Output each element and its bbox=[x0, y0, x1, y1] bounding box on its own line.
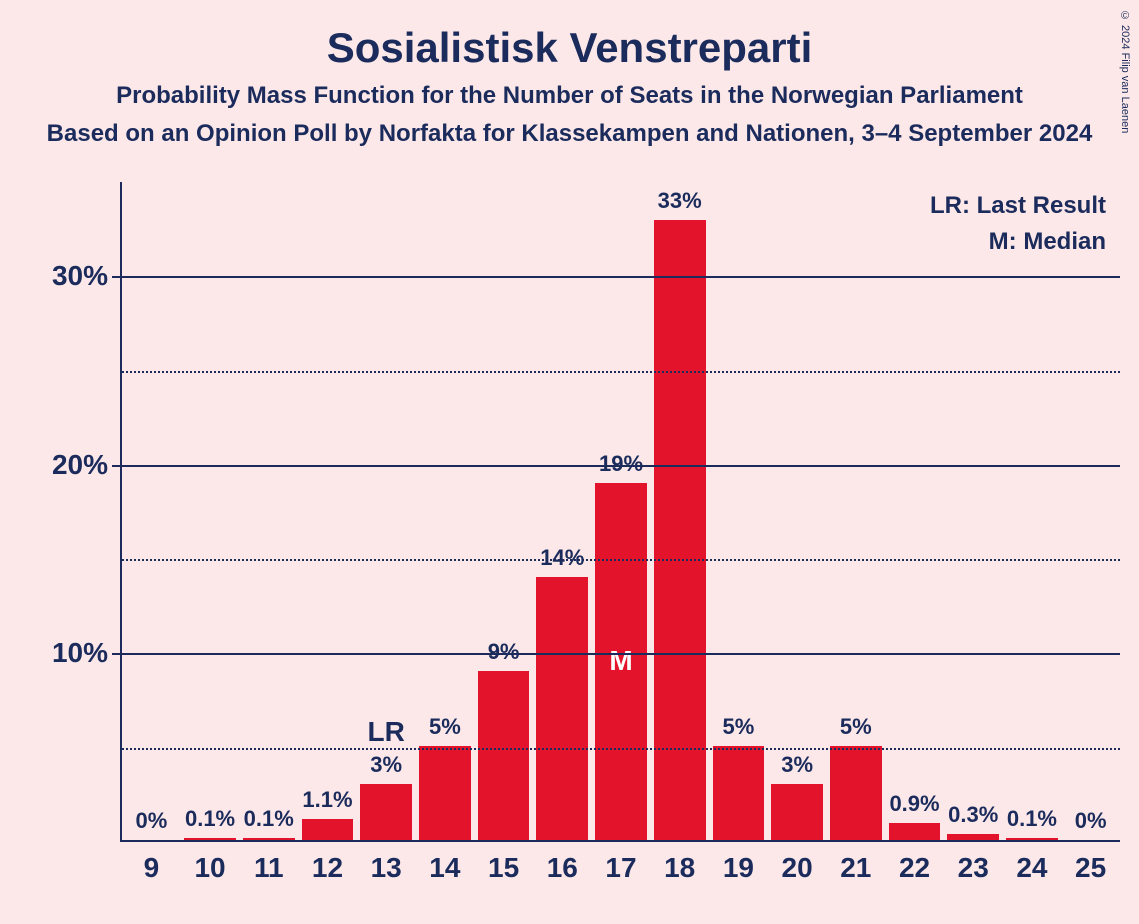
x-tick-label: 9 bbox=[122, 840, 181, 884]
x-tick-label: 20 bbox=[768, 840, 827, 884]
bar-slot: 3%LR13 bbox=[357, 182, 416, 840]
bar-value-label: 33% bbox=[650, 188, 709, 214]
bar-value-label: 0.1% bbox=[181, 806, 240, 832]
bar-value-label: 5% bbox=[709, 714, 768, 740]
bar-value-label: 0.9% bbox=[885, 791, 944, 817]
copyright-text: © 2024 Filip van Laenen bbox=[1119, 10, 1131, 133]
bar-value-label: 5% bbox=[416, 714, 475, 740]
bars-container: 0%90.1%100.1%111.1%123%LR135%149%1514%16… bbox=[122, 182, 1120, 840]
grid-minor bbox=[122, 559, 1120, 561]
bar bbox=[830, 746, 882, 840]
grid-minor bbox=[122, 748, 1120, 750]
bar-value-label: 3% bbox=[357, 752, 416, 778]
x-tick-label: 12 bbox=[298, 840, 357, 884]
x-tick-label: 17 bbox=[592, 840, 651, 884]
bar-slot: 5%14 bbox=[416, 182, 475, 840]
bar-value-label: 19% bbox=[592, 451, 651, 477]
grid-minor bbox=[122, 371, 1120, 373]
x-tick-label: 19 bbox=[709, 840, 768, 884]
x-tick-label: 23 bbox=[944, 840, 1003, 884]
bar-value-label: 0.1% bbox=[239, 806, 298, 832]
x-tick-label: 21 bbox=[826, 840, 885, 884]
bar-slot: 0%25 bbox=[1061, 182, 1120, 840]
bar bbox=[302, 819, 354, 840]
bar bbox=[536, 577, 588, 840]
grid-major bbox=[122, 465, 1120, 467]
x-tick-label: 15 bbox=[474, 840, 533, 884]
median-marker: M bbox=[595, 645, 647, 677]
chart-area: LR: Last Result M: Median 0%90.1%100.1%1… bbox=[120, 182, 1120, 842]
y-tick-label: 10% bbox=[8, 637, 108, 669]
bar bbox=[771, 784, 823, 840]
chart-subtitle-2: Based on an Opinion Poll by Norfakta for… bbox=[0, 120, 1139, 148]
x-tick-label: 25 bbox=[1061, 840, 1120, 884]
x-tick-label: 18 bbox=[650, 840, 709, 884]
bar bbox=[360, 784, 412, 840]
bar-slot: 0.1%10 bbox=[181, 182, 240, 840]
y-tick-mark bbox=[112, 276, 120, 278]
chart-plot: 0%90.1%100.1%111.1%123%LR135%149%1514%16… bbox=[120, 182, 1120, 842]
y-tick-label: 30% bbox=[8, 260, 108, 292]
bar-value-label: 0.1% bbox=[1003, 806, 1062, 832]
x-tick-label: 16 bbox=[533, 840, 592, 884]
bar bbox=[889, 823, 941, 840]
chart-subtitle-1: Probability Mass Function for the Number… bbox=[0, 82, 1139, 110]
x-tick-label: 24 bbox=[1003, 840, 1062, 884]
bar bbox=[713, 746, 765, 840]
bar-value-label: 0.3% bbox=[944, 802, 1003, 828]
bar-slot: 0%9 bbox=[122, 182, 181, 840]
bar-slot: 5%19 bbox=[709, 182, 768, 840]
y-tick-label: 20% bbox=[8, 449, 108, 481]
lr-marker: LR bbox=[357, 716, 416, 748]
bar-slot: 0.9%22 bbox=[885, 182, 944, 840]
bar-value-label: 5% bbox=[826, 714, 885, 740]
bar-slot: 3%20 bbox=[768, 182, 827, 840]
bar: M bbox=[595, 483, 647, 840]
bar-slot: 5%21 bbox=[826, 182, 885, 840]
chart-headers: Sosialistisk Venstreparti Probability Ma… bbox=[0, 0, 1139, 148]
bar-slot: 0.3%23 bbox=[944, 182, 1003, 840]
grid-major bbox=[122, 276, 1120, 278]
x-tick-label: 14 bbox=[416, 840, 475, 884]
x-tick-label: 22 bbox=[885, 840, 944, 884]
bar-slot: M19%17 bbox=[592, 182, 651, 840]
bar-value-label: 0% bbox=[1061, 808, 1120, 834]
bar-slot: 33%18 bbox=[650, 182, 709, 840]
y-tick-mark bbox=[112, 653, 120, 655]
x-tick-label: 11 bbox=[239, 840, 298, 884]
bar-slot: 9%15 bbox=[474, 182, 533, 840]
bar-slot: 0.1%24 bbox=[1003, 182, 1062, 840]
bar bbox=[419, 746, 471, 840]
bar-value-label: 9% bbox=[474, 639, 533, 665]
y-tick-mark bbox=[112, 465, 120, 467]
bar-slot: 1.1%12 bbox=[298, 182, 357, 840]
bar-slot: 14%16 bbox=[533, 182, 592, 840]
bar-value-label: 0% bbox=[122, 808, 181, 834]
bar-value-label: 14% bbox=[533, 545, 592, 571]
bar-value-label: 1.1% bbox=[298, 787, 357, 813]
bar bbox=[478, 671, 530, 840]
grid-major bbox=[122, 653, 1120, 655]
bar-value-label: 3% bbox=[768, 752, 827, 778]
bar-slot: 0.1%11 bbox=[239, 182, 298, 840]
x-tick-label: 10 bbox=[181, 840, 240, 884]
x-tick-label: 13 bbox=[357, 840, 416, 884]
chart-title: Sosialistisk Venstreparti bbox=[0, 24, 1139, 72]
